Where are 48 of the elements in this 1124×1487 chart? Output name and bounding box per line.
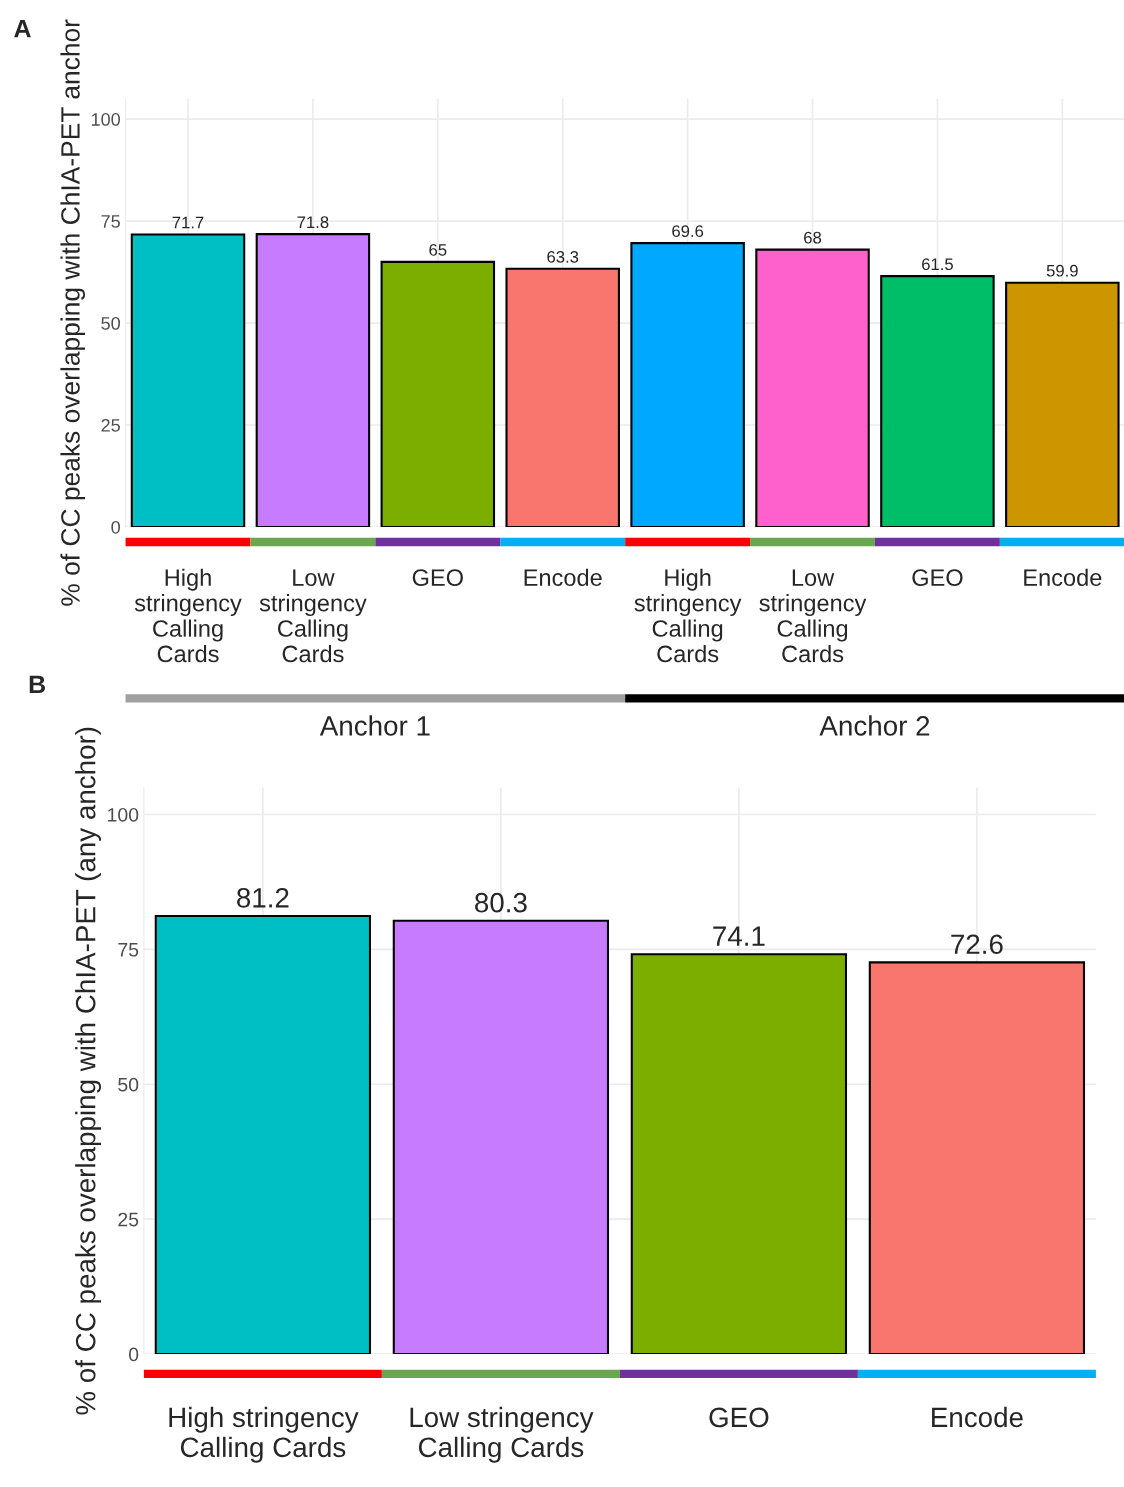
bar (1005, 281, 1120, 527)
data-label: 59.9 (1046, 264, 1078, 277)
data-label: 65 (429, 244, 447, 256)
x-tick-label: GEO (912, 569, 963, 586)
y-tick-label: 50 (118, 1077, 139, 1092)
x-tick-label: GEO (412, 569, 463, 586)
text: A (14, 19, 31, 38)
y-tick-label: 0 (111, 520, 120, 534)
y-tick-label: 75 (118, 943, 139, 957)
data-label: 71.8 (297, 216, 329, 229)
data-label: 69.6 (672, 225, 704, 238)
bar (880, 275, 995, 527)
data-label: 74.1 (713, 926, 765, 946)
bar (255, 233, 371, 527)
bar (130, 233, 246, 527)
y-tick-label: 0 (128, 1347, 139, 1362)
y-tick-label: 25 (118, 1212, 139, 1227)
data-label: 71.7 (172, 216, 204, 229)
bar (755, 248, 870, 527)
bar (380, 260, 496, 527)
y-tick-label: 25 (101, 418, 120, 432)
data-label: 80.3 (475, 892, 527, 913)
x-tick-label: Low stringency Calling Cards (759, 569, 867, 663)
x-tick-label: High stringency Calling Cards (634, 568, 742, 663)
y-tick-label: 100 (108, 807, 139, 822)
text: Anchor 2 (819, 715, 930, 736)
bar (630, 242, 745, 527)
data-label: 68 (804, 231, 822, 244)
data-label: 72.6 (951, 934, 1003, 955)
x-tick-label: High stringency Calling Cards (134, 568, 242, 663)
data-label: 61.5 (922, 258, 953, 271)
x-tick-label: Low stringency Calling Cards (410, 1406, 594, 1463)
x-tick-label: Encode (932, 1406, 1023, 1428)
y-axis-title: % of CC peaks overlapping with ChIA-PET (any anchor) (75, 727, 102, 1415)
x-tick-label: Low stringency Calling Cards (259, 569, 367, 663)
x-tick-label: Encode (524, 568, 602, 586)
x-tick-label: Encode (1024, 568, 1102, 586)
y-tick-label: 50 (101, 317, 120, 330)
x-tick-label: GEO (709, 1407, 769, 1428)
text: B (29, 675, 46, 693)
y-axis-title: % of CC peaks overlapping with ChIA-PET anchor (60, 19, 86, 606)
bar (505, 267, 620, 527)
x-tick-label: High stringency Calling Cards (169, 1406, 359, 1463)
y-tick-label: 100 (91, 113, 120, 126)
data-label: 63.3 (547, 250, 579, 263)
text: Anchor 1 (319, 715, 430, 736)
y-tick-label: 75 (101, 215, 120, 228)
data-label: 81.2 (237, 887, 289, 908)
